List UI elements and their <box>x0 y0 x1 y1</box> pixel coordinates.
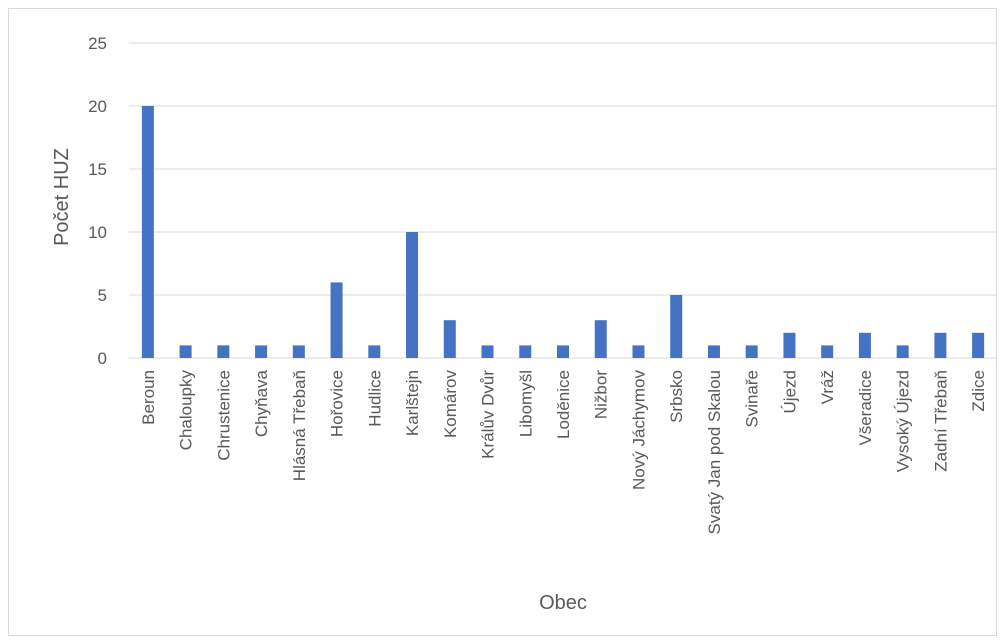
x-tick-label: Zadní Třebaň <box>931 370 950 472</box>
x-tick-label: Nižbor <box>592 370 611 419</box>
y-tick-label: 5 <box>98 286 107 305</box>
x-tick-label: Svinaře <box>743 370 762 428</box>
y-tick-label: 10 <box>88 223 107 242</box>
gridlines <box>129 42 997 359</box>
bar <box>368 345 381 358</box>
bar <box>330 282 343 358</box>
x-tick-label: Újezd <box>780 370 799 413</box>
y-tick-label: 0 <box>98 349 107 368</box>
bars <box>141 106 985 358</box>
x-tick-label: Hořovice <box>328 370 347 437</box>
bar <box>557 345 569 358</box>
y-tick-label: 20 <box>88 97 107 116</box>
x-tick-label: Chrustenice <box>214 370 233 461</box>
bar <box>217 345 230 358</box>
x-tick-label: Loděnice <box>554 370 573 439</box>
chart-frame: 0 5 10 15 20 25 Beroun Chaloupky Chrustenice Chy… <box>8 8 997 636</box>
x-tick-label: Karlštejn <box>403 370 422 436</box>
bar <box>858 332 871 358</box>
x-tick-label: Králův Dvůr <box>479 370 498 459</box>
y-tick-labels: 0 5 10 15 20 25 <box>88 34 107 368</box>
bar <box>707 345 720 358</box>
bar <box>896 345 909 358</box>
bar <box>481 345 494 358</box>
x-tick-label: Zdice <box>969 370 988 412</box>
bar <box>406 232 419 358</box>
x-tick-label: Všeradice <box>856 370 875 446</box>
bar <box>821 345 834 358</box>
bar <box>255 345 268 358</box>
x-tick-label: Vráž <box>818 370 837 404</box>
bar <box>632 345 645 358</box>
x-tick-label: Komárov <box>441 370 460 439</box>
x-tick-label: Svatý Jan pod Skalou <box>705 370 724 534</box>
y-axis-title: Počet HUZ <box>51 148 73 246</box>
bar-chart: 0 5 10 15 20 25 Beroun Chaloupky Chrustenice Chy… <box>51 34 997 614</box>
y-tick-label: 15 <box>88 160 107 179</box>
bar <box>934 332 947 358</box>
x-tick-label: Vysoký Újezd <box>894 370 913 472</box>
bar <box>783 332 796 358</box>
bar <box>972 332 985 358</box>
bar <box>179 345 192 358</box>
x-tick-label: Chyňava <box>252 369 271 437</box>
x-tick-label: Beroun <box>139 370 158 425</box>
x-tick-label: Hudlice <box>365 370 384 427</box>
bar <box>519 345 532 358</box>
x-tick-label: Srbsko <box>667 370 686 423</box>
x-tick-label: Nový Jáchymov <box>629 370 648 490</box>
x-tick-label: Chaloupky <box>177 370 196 451</box>
x-tick-labels: Beroun Chaloupky Chrustenice Chyňava Hlásná … <box>139 369 988 534</box>
bar <box>670 295 683 358</box>
x-tick-label: Hlásná Třebaň <box>290 370 309 481</box>
bar <box>594 320 607 358</box>
x-tick-label: Libomyšl <box>516 370 535 437</box>
bar <box>745 345 758 358</box>
bar <box>141 106 154 358</box>
y-tick-label: 25 <box>88 34 107 53</box>
bar <box>443 320 456 358</box>
bar <box>292 345 305 358</box>
x-axis-title: Obec <box>539 592 587 614</box>
